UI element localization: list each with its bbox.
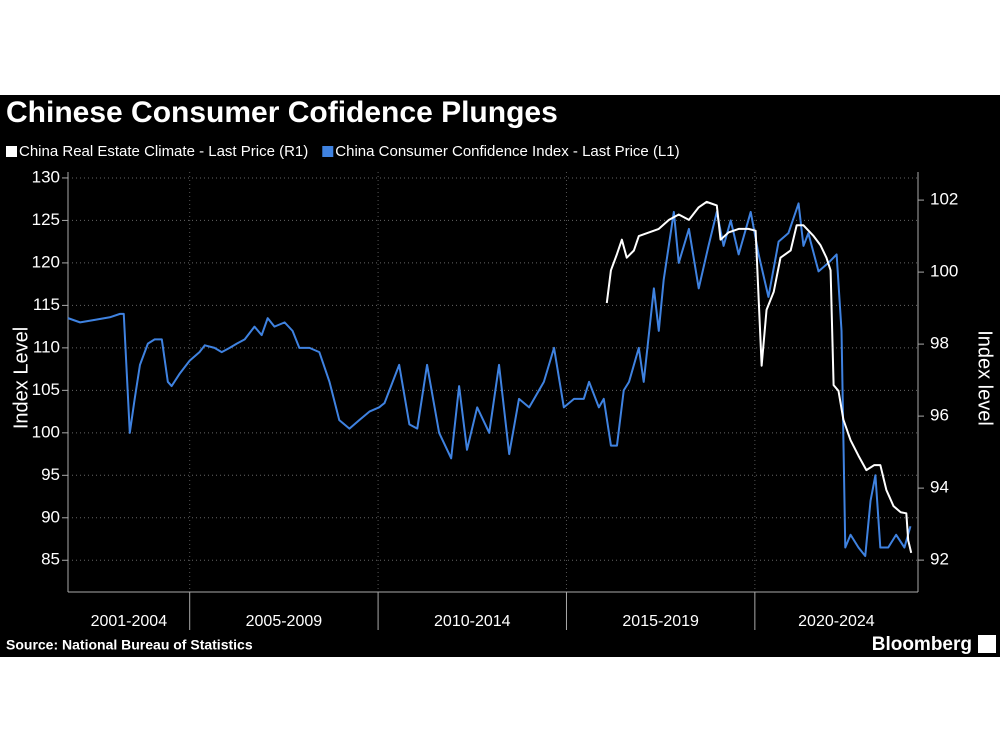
legend-label: China Consumer Confidence Index - Last P… <box>335 143 679 160</box>
y-tick-label: 110 <box>33 337 60 356</box>
y2-tick-label: 102 <box>930 190 958 209</box>
x-tick-label: 2010-2014 <box>434 613 511 630</box>
y2-tick-label: 100 <box>930 262 958 281</box>
line-series <box>67 202 912 558</box>
legend-swatch <box>322 146 334 157</box>
y-tick-label: 90 <box>41 507 60 526</box>
x-tick-label: 2005-2009 <box>246 613 323 630</box>
brand: Bloomberg <box>872 634 972 655</box>
brand-icon <box>978 635 996 653</box>
y-tick-label: 125 <box>32 210 60 229</box>
x-tick-label: 2020-2024 <box>798 613 875 630</box>
line-series <box>605 200 913 554</box>
y-tick-label: 105 <box>32 380 60 399</box>
x-tick-label: 2001-2004 <box>91 613 168 630</box>
y-axis-title: Index Level <box>10 327 32 429</box>
y-tick-label: 95 <box>41 465 60 484</box>
y2-tick-label: 92 <box>930 550 949 569</box>
source: Source: National Bureau of Statistics <box>6 637 253 653</box>
chart-title: Chinese Consumer Cofidence Plunges <box>6 96 558 129</box>
x-tick-label: 2015-2019 <box>622 613 699 630</box>
y2-tick-label: 98 <box>930 334 949 353</box>
legend-swatch <box>6 146 17 157</box>
y-tick-label: 120 <box>32 252 60 271</box>
y-tick-label: 115 <box>33 295 60 314</box>
y-tick-label: 100 <box>32 422 60 441</box>
legend-label: China Real Estate Climate - Last Price (… <box>19 143 308 160</box>
y-tick-label: 130 <box>32 167 60 186</box>
y2-tick-label: 94 <box>930 478 949 497</box>
y2-tick-label: 96 <box>930 406 949 425</box>
y-tick-label: 85 <box>41 550 60 569</box>
y2-axis-title: Index level <box>974 330 996 426</box>
